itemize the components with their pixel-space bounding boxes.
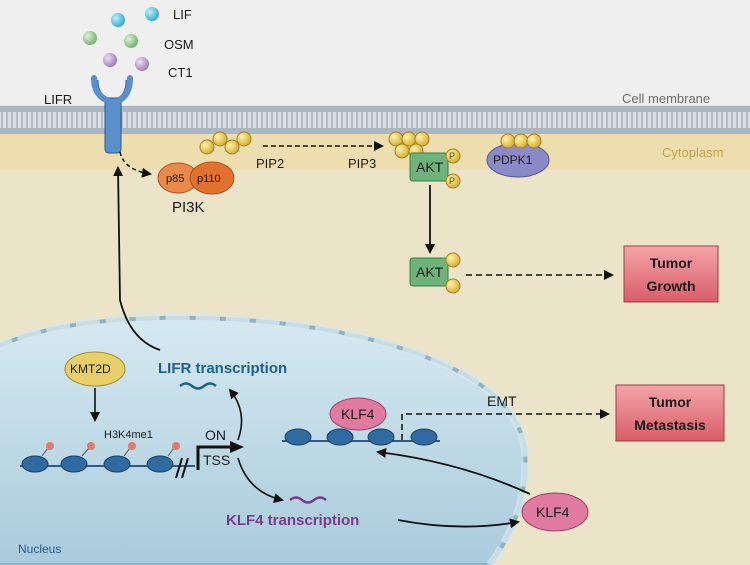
nucleus-label: Nucleus [18, 542, 61, 556]
tumor-growth-box [623, 245, 719, 303]
akt-active [409, 257, 449, 287]
akt-membrane [409, 152, 449, 182]
lifr-transcription-arrow [228, 388, 243, 441]
klf4-nuclear-label: KLF4 [341, 406, 375, 422]
lifr-transcription-label: LIFR transcription [158, 360, 287, 377]
emt-label: EMT [487, 393, 517, 409]
ligand-ct1 [103, 53, 149, 71]
klf4-mrna [289, 496, 327, 504]
tumor-metastasis-line2: Metastasis [634, 417, 706, 433]
pip3-label: PIP3 [348, 156, 376, 171]
klf4-transcription-label: KLF4 transcription [226, 512, 359, 529]
akt-membrane-phospho [445, 148, 461, 189]
h3k4me1-label: H3K4me1 [104, 429, 153, 441]
on-label: ON [205, 427, 226, 443]
ligand-osm [83, 31, 138, 48]
lifr-receptor [91, 75, 133, 154]
tumor-metastasis-line1: Tumor [649, 394, 692, 410]
klf4-cytoplasmic [521, 492, 589, 532]
lifr-expression-arrow [113, 166, 161, 351]
chromatin-right [282, 428, 440, 446]
pi3k-label: PI3K [172, 199, 205, 216]
pip2-phosphates [199, 131, 252, 155]
tumor-growth-line1: Tumor [650, 255, 693, 271]
chromatin-left [20, 442, 195, 479]
akt-active-phospho [445, 252, 461, 294]
klf4-transcription-arrow [237, 457, 284, 504]
akt-active-label: AKT [416, 264, 444, 280]
cell-membrane-label: Cell membrane [622, 91, 710, 106]
klf4-import-arrow [376, 448, 531, 495]
lifr-mrna [179, 382, 217, 390]
p-label: P [449, 151, 455, 161]
osm-label: OSM [164, 37, 194, 52]
tumor-metastasis-box [615, 384, 725, 442]
tumor-growth-line2: Growth [647, 278, 696, 294]
klf4-translation-arrow [397, 518, 520, 529]
lifr-label: LIFR [44, 92, 72, 107]
lifr-to-pi3k-arrow [119, 151, 152, 178]
kmt2d-label: KMT2D [70, 362, 111, 376]
p85-label: p85 [166, 173, 184, 185]
klf4-to-metastasis-arrow [401, 409, 610, 440]
lif-label: LIF [173, 7, 192, 22]
pdpk1-phospho [500, 133, 542, 149]
cell-membrane [0, 106, 750, 134]
tss-label: TSS [203, 452, 230, 468]
tss-marker [196, 441, 244, 470]
p-label: P [449, 176, 455, 186]
akt-membrane-label: AKT [416, 159, 444, 175]
p110-label: p110 [197, 173, 221, 185]
pdpk1-label: PDPK1 [493, 153, 533, 167]
ct1-label: CT1 [168, 65, 193, 80]
pi3k-complex [157, 161, 235, 195]
klf4-nuclear [329, 397, 387, 431]
cytoplasm-label: Cytoplasm [662, 145, 723, 160]
klf4-cytoplasmic-label: KLF4 [536, 504, 570, 520]
ligand-lif [111, 7, 159, 27]
kmt2d [64, 351, 126, 387]
pip2-label: PIP2 [256, 156, 284, 171]
